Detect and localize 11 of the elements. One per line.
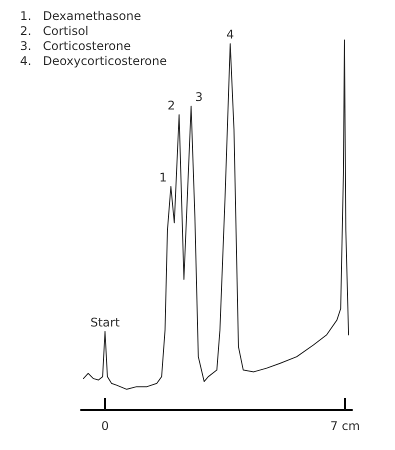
annotation: 2 bbox=[167, 98, 176, 113]
text: 1. Dexamethasone bbox=[20, 9, 142, 23]
x-tick-label: 0 bbox=[101, 419, 109, 433]
annotation: 4 bbox=[226, 28, 234, 42]
annotation: 3 bbox=[195, 90, 203, 104]
x-tick-label: 7 cm bbox=[330, 419, 360, 433]
annotation: 3. Corticosterone bbox=[20, 39, 131, 53]
annotation: 1 bbox=[159, 170, 167, 185]
annotation: 4. Deoxycorticosterone bbox=[20, 54, 167, 68]
text: 2. Cortisol bbox=[20, 24, 89, 38]
annotation: Start bbox=[90, 316, 120, 330]
